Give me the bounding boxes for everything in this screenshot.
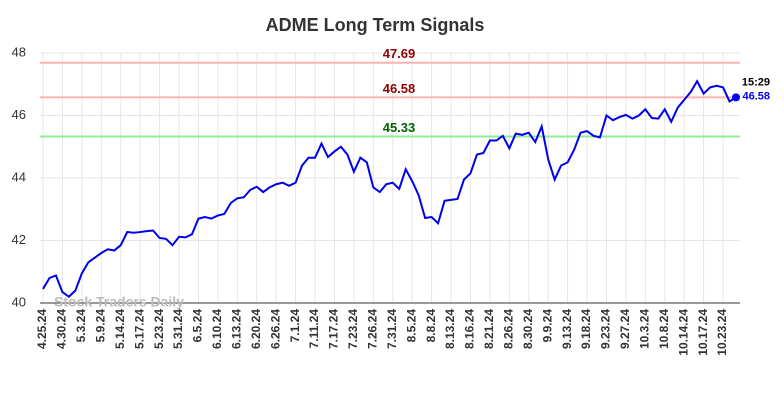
x-tick-label: 10.14.24 xyxy=(676,309,690,356)
x-tick-label: 8.16.24 xyxy=(463,309,477,349)
x-tick-label: 8.5.24 xyxy=(404,309,418,343)
y-tick-label: 44 xyxy=(12,169,26,184)
x-tick-label: 8.13.24 xyxy=(443,309,457,349)
last-value: 46.58 xyxy=(742,90,770,102)
x-tick-label: 7.17.24 xyxy=(327,309,341,349)
x-tick-label: 7.1.24 xyxy=(288,309,302,343)
x-tick-label: 9.27.24 xyxy=(618,309,632,349)
x-tick-label: 9.23.24 xyxy=(599,309,613,349)
x-tick-label: 4.25.24 xyxy=(35,309,49,349)
x-tick-label: 8.30.24 xyxy=(521,309,535,349)
x-tick-label: 5.9.24 xyxy=(93,309,107,343)
x-tick-label: 9.9.24 xyxy=(540,309,554,343)
chart-title: ADME Long Term Signals xyxy=(266,15,485,35)
x-tick-label: 7.11.24 xyxy=(307,309,321,349)
x-tick-label: 7.26.24 xyxy=(365,309,379,349)
x-tick-label: 10.17.24 xyxy=(696,309,710,356)
y-tick-label: 46 xyxy=(12,107,26,122)
x-tick-label: 4.30.24 xyxy=(55,309,69,349)
y-tick-label: 42 xyxy=(12,232,26,247)
x-tick-label: 6.26.24 xyxy=(268,309,282,349)
x-tick-label: 7.23.24 xyxy=(346,309,360,349)
x-tick-label: 5.3.24 xyxy=(74,309,88,343)
last-point xyxy=(732,93,740,102)
x-tick-label: 5.17.24 xyxy=(132,309,146,349)
x-tick-label: 6.13.24 xyxy=(229,309,243,349)
x-tick-label: 9.18.24 xyxy=(579,309,593,349)
y-tick-label: 40 xyxy=(12,294,26,309)
price-line xyxy=(42,79,737,299)
x-tick-label: 7.31.24 xyxy=(385,309,399,349)
x-tick-label: 10.23.24 xyxy=(715,309,729,356)
x-tick-label: 9.13.24 xyxy=(560,309,574,349)
x-tick-label: 8.8.24 xyxy=(424,309,438,343)
last-time: 15:29 xyxy=(742,76,770,88)
x-tick-label: 8.21.24 xyxy=(482,309,496,349)
x-tick-label: 10.3.24 xyxy=(637,309,651,349)
x-tick-label: 10.8.24 xyxy=(657,309,671,349)
reference-label: 46.58 xyxy=(383,81,416,96)
x-tick-label: 6.5.24 xyxy=(191,309,205,343)
x-tick-label: 5.14.24 xyxy=(113,309,127,349)
y-tick-label: 48 xyxy=(12,44,26,59)
x-tick-label: 6.10.24 xyxy=(210,309,224,349)
x-tick-label: 8.26.24 xyxy=(501,309,515,349)
watermark: Stock Traders Daily xyxy=(54,294,184,310)
x-tick-label: 5.23.24 xyxy=(152,309,166,349)
x-tick-label: 5.31.24 xyxy=(171,309,185,349)
reference-label: 47.69 xyxy=(383,46,416,61)
x-tick-label: 6.20.24 xyxy=(249,309,263,349)
reference-label: 45.33 xyxy=(383,120,416,135)
